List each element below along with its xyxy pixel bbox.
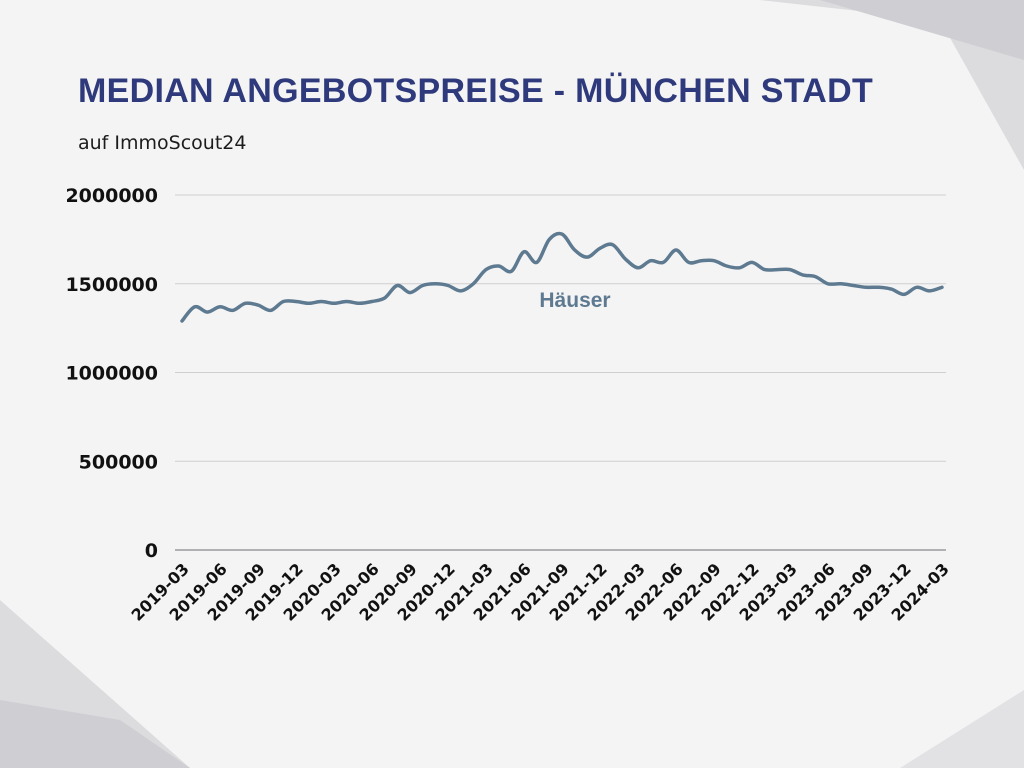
y-tick-label: 0 xyxy=(145,540,158,562)
y-axis-ticks: 2000000 1500000 1000000 500000 0 xyxy=(65,185,158,562)
y-tick-label: 1500000 xyxy=(65,274,158,296)
y-tick-label: 500000 xyxy=(79,451,158,473)
y-tick-label: 1000000 xyxy=(65,363,158,385)
grid-lines xyxy=(175,194,946,551)
decor-shape-bottom-right xyxy=(900,690,1024,768)
chart-title: MEDIAN ANGEBOTSPREISE - MÜNCHEN STADT xyxy=(78,72,874,110)
x-axis-ticks: 2019-032019-062019-092019-122020-032020-… xyxy=(127,559,952,624)
decor-shape-bottom-left-dark xyxy=(0,700,190,768)
series-label-haeuser: Häuser xyxy=(539,289,610,312)
decor-shape-top-right-dark xyxy=(820,0,1024,60)
y-tick-label: 2000000 xyxy=(65,185,158,207)
decor-shape-top-right xyxy=(760,0,1024,170)
series-line-haeuser xyxy=(180,231,944,323)
chart-subtitle: auf ImmoScout24 xyxy=(78,132,247,154)
